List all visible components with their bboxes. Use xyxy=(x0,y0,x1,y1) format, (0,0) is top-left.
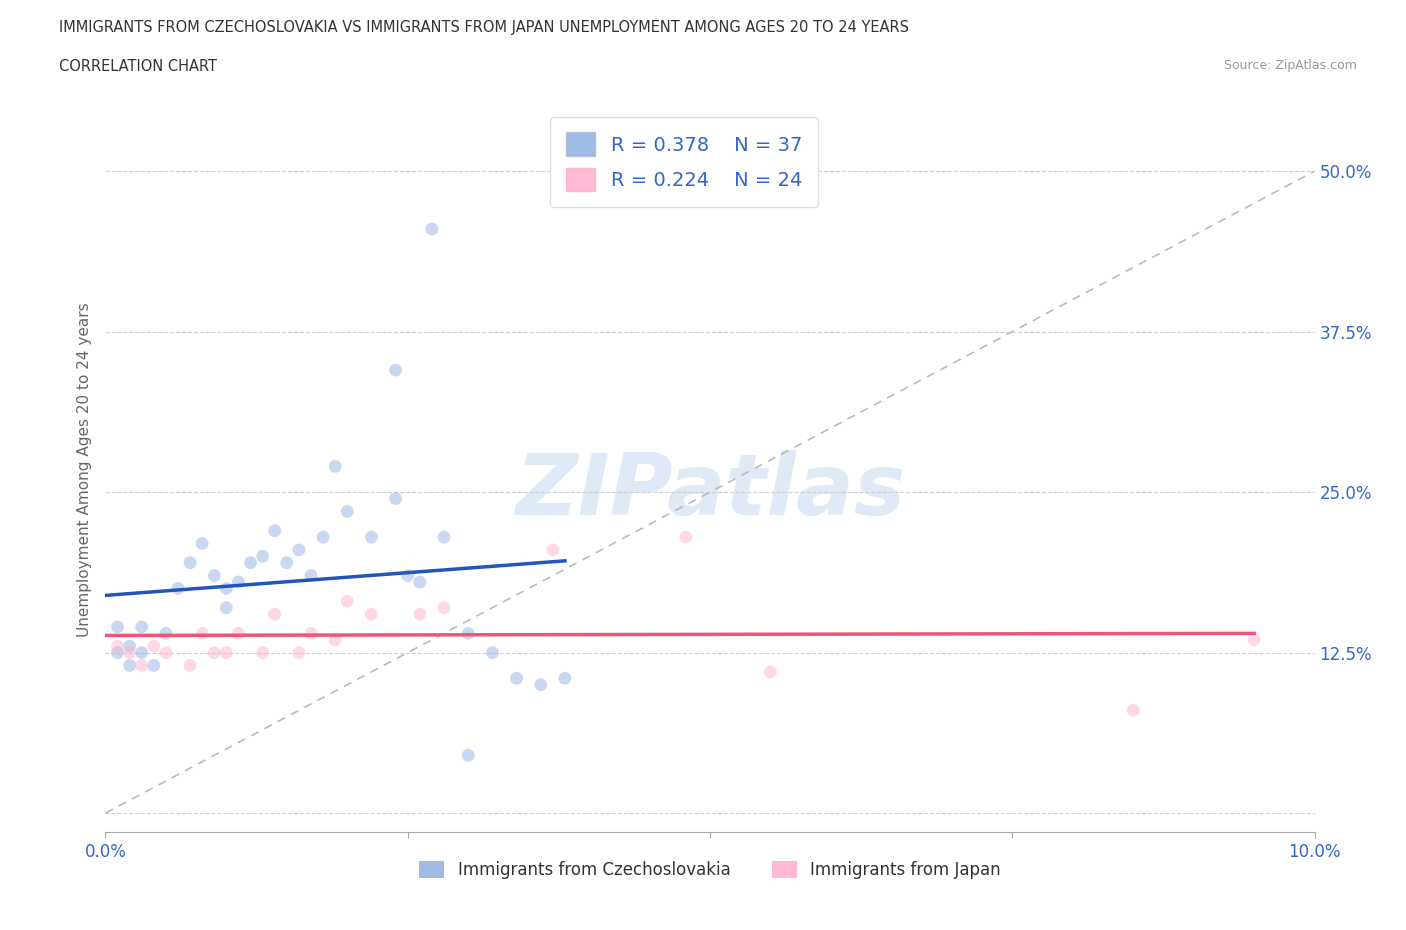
Text: ZIPatlas: ZIPatlas xyxy=(515,450,905,533)
Point xyxy=(409,606,432,621)
Point xyxy=(263,606,285,621)
Point xyxy=(191,536,214,551)
Point xyxy=(239,555,262,570)
Point xyxy=(142,658,165,673)
Point xyxy=(252,645,274,660)
Point xyxy=(433,529,456,544)
Point xyxy=(276,555,298,570)
Point xyxy=(336,504,359,519)
Point xyxy=(155,645,177,660)
Point xyxy=(360,606,382,621)
Point xyxy=(323,459,346,474)
Point xyxy=(299,626,322,641)
Point xyxy=(481,645,503,660)
Point xyxy=(215,600,238,615)
Point xyxy=(215,645,238,660)
Text: IMMIGRANTS FROM CZECHOSLOVAKIA VS IMMIGRANTS FROM JAPAN UNEMPLOYMENT AMONG AGES : IMMIGRANTS FROM CZECHOSLOVAKIA VS IMMIGR… xyxy=(59,20,910,35)
Point xyxy=(457,626,479,641)
Point xyxy=(1122,703,1144,718)
Point xyxy=(323,632,346,647)
Text: CORRELATION CHART: CORRELATION CHART xyxy=(59,59,217,73)
Point xyxy=(1243,632,1265,647)
Point xyxy=(107,645,129,660)
Point xyxy=(118,658,141,673)
Text: Source: ZipAtlas.com: Source: ZipAtlas.com xyxy=(1223,59,1357,72)
Point xyxy=(433,600,456,615)
Point xyxy=(131,619,153,634)
Legend: Immigrants from Czechoslovakia, Immigrants from Japan: Immigrants from Czechoslovakia, Immigran… xyxy=(412,854,1008,885)
Point xyxy=(228,575,250,590)
Point xyxy=(167,581,190,596)
Point xyxy=(530,677,553,692)
Point xyxy=(384,491,406,506)
Point xyxy=(263,524,285,538)
Point xyxy=(179,555,201,570)
Point xyxy=(396,568,419,583)
Point xyxy=(675,529,697,544)
Point xyxy=(202,568,225,583)
Point xyxy=(505,671,527,685)
Point xyxy=(288,645,311,660)
Point xyxy=(142,639,165,654)
Point xyxy=(299,568,322,583)
Point xyxy=(179,658,201,673)
Point xyxy=(288,542,311,557)
Point xyxy=(215,581,238,596)
Point xyxy=(409,575,432,590)
Point xyxy=(107,639,129,654)
Point xyxy=(541,542,564,557)
Point xyxy=(252,549,274,564)
Point xyxy=(336,594,359,609)
Point xyxy=(360,529,382,544)
Point xyxy=(384,363,406,378)
Point xyxy=(118,645,141,660)
Point xyxy=(131,658,153,673)
Point xyxy=(118,639,141,654)
Point xyxy=(420,221,443,236)
Y-axis label: Unemployment Among Ages 20 to 24 years: Unemployment Among Ages 20 to 24 years xyxy=(76,302,91,637)
Point xyxy=(759,664,782,679)
Point xyxy=(202,645,225,660)
Point xyxy=(131,645,153,660)
Point xyxy=(312,529,335,544)
Point xyxy=(228,626,250,641)
Point xyxy=(107,619,129,634)
Point xyxy=(155,626,177,641)
Point xyxy=(554,671,576,685)
Point xyxy=(191,626,214,641)
Point xyxy=(457,748,479,763)
